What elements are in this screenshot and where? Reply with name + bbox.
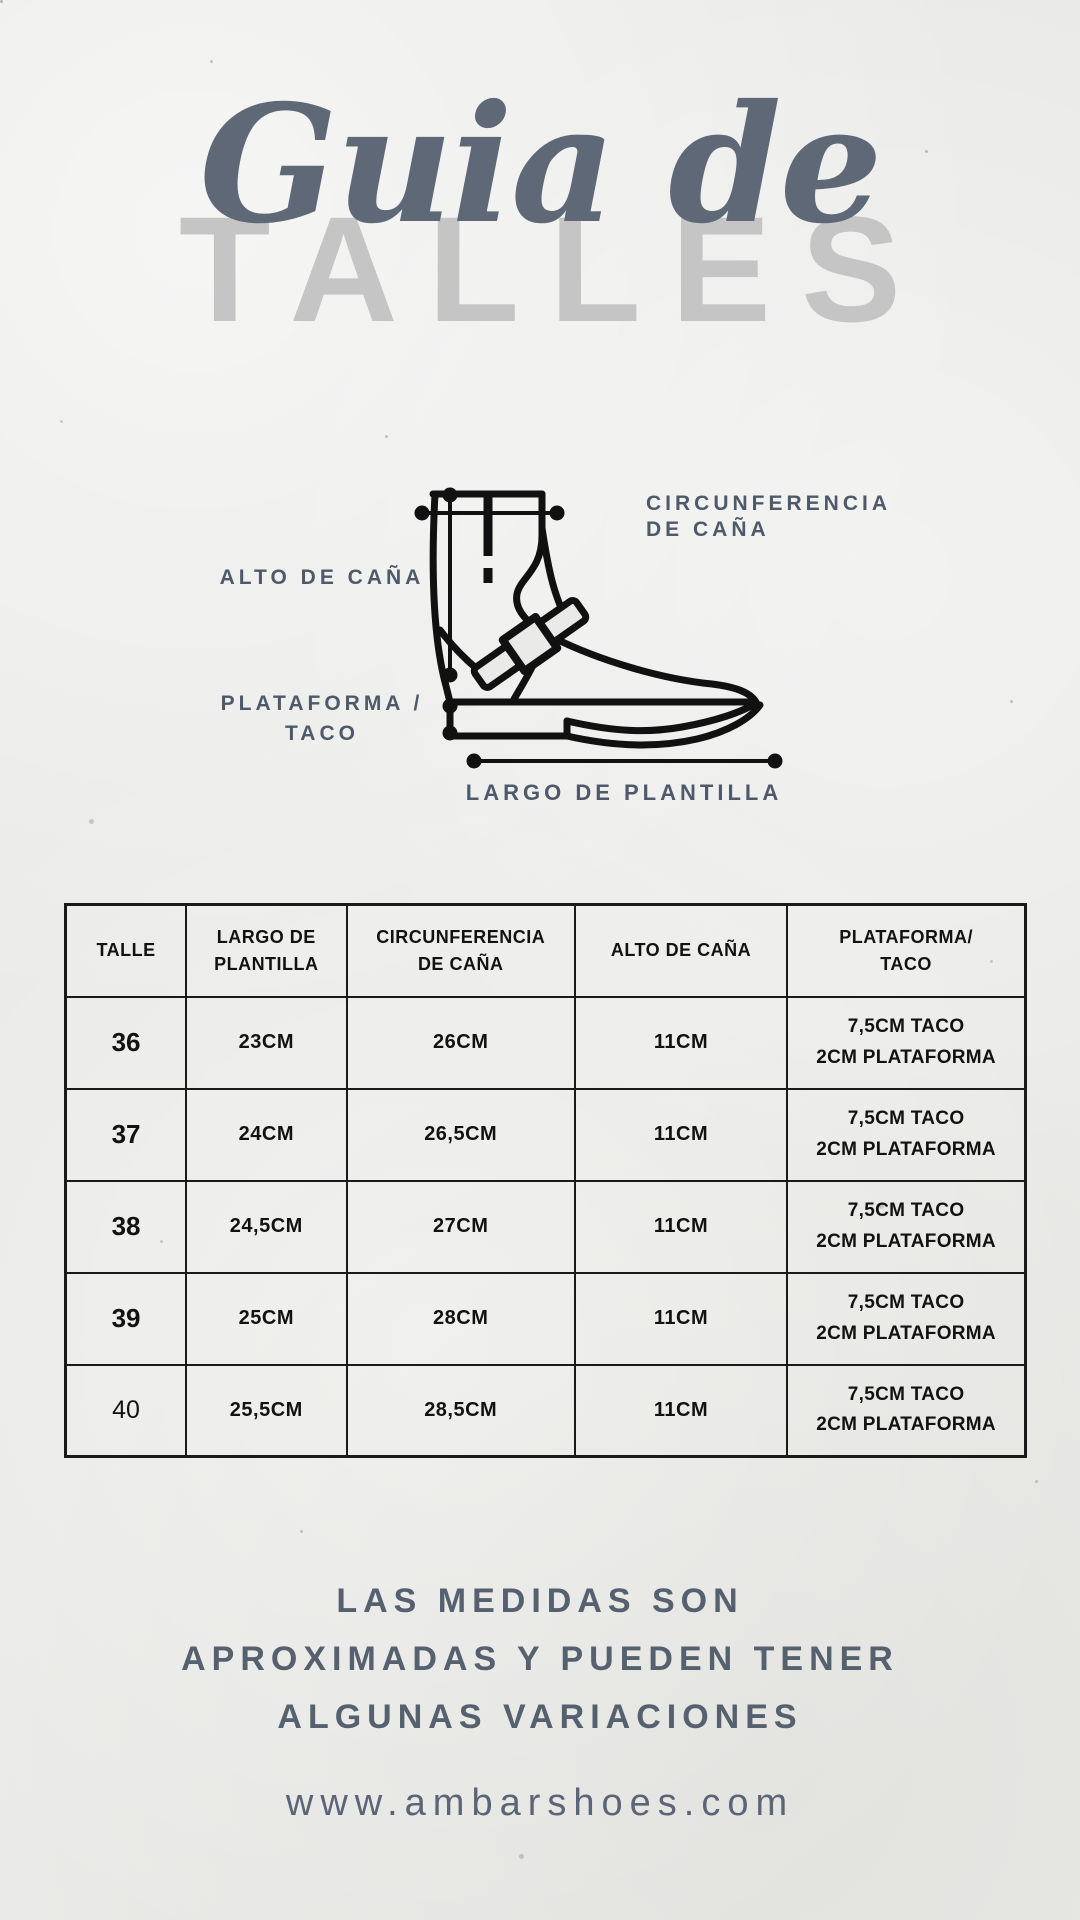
cell-platform: 7,5CM TACO 2CM PLATAFORMA xyxy=(786,1087,1027,1182)
disclaimer-text: LAS MEDIDAS SON APROXIMADAS Y PUEDEN TEN… xyxy=(181,1582,899,1736)
cell-size: 40 xyxy=(64,1363,188,1458)
cell-insole: 25,5CM xyxy=(185,1363,348,1458)
cell-circumference: 28,5CM xyxy=(345,1363,576,1458)
boot-measurement-diagram: CIRCUNFERENCIA DE CAÑA ALTO DE CAÑA PLAT… xyxy=(220,487,891,805)
website-url: www.ambarshoes.com xyxy=(285,1782,795,1824)
table-row: 39 25CM 28CM 11CM 7,5CM TACO 2CM PLATAFO… xyxy=(64,1271,1027,1366)
table-row: 38 24,5CM 27CM 11CM 7,5CM TACO 2CM PLATA… xyxy=(64,1179,1027,1274)
paper-texture xyxy=(0,0,3,3)
table-row: 40 25,5CM 28,5CM 11CM 7,5CM TACO 2CM PLA… xyxy=(64,1363,1027,1458)
circumference-label-line2: DE CAÑA xyxy=(646,518,770,541)
cell-platform: 7,5CM TACO 2CM PLATAFORMA xyxy=(786,1271,1027,1366)
cell-circumference: 26,5CM xyxy=(345,1087,576,1182)
cell-size: 36 xyxy=(64,995,188,1090)
size-table: TALLE LARGO DE PLANTILLA CIRCUNFERENCIA … xyxy=(64,903,1027,1458)
cell-size: 39 xyxy=(64,1271,188,1366)
cell-size: 37 xyxy=(64,1087,188,1182)
shaft-height-measure-line xyxy=(442,487,458,683)
platform-label-line1: PLATAFORMA / xyxy=(221,692,424,715)
platform-label-line2: TACO xyxy=(285,722,359,745)
cell-circumference: 27CM xyxy=(345,1179,576,1274)
cell-insole: 24,5CM xyxy=(185,1179,348,1274)
page-title: TALLES xyxy=(178,185,932,353)
cell-platform: 7,5CM TACO 2CM PLATAFORMA xyxy=(786,995,1027,1090)
circumference-measure-line xyxy=(414,505,565,521)
boot-icon xyxy=(429,490,764,749)
column-header-talle: TALLE xyxy=(64,903,188,998)
circumference-label-line1: CIRCUNFERENCIA xyxy=(646,492,891,515)
cell-platform: 7,5CM TACO 2CM PLATAFORMA xyxy=(786,1179,1027,1274)
column-header-largo: LARGO DE PLANTILLA xyxy=(185,903,348,998)
boot-strap-buckle xyxy=(470,597,590,691)
table-row: 37 24CM 26,5CM 11CM 7,5CM TACO 2CM PLATA… xyxy=(64,1087,1027,1182)
cell-shaft: 11CM xyxy=(573,1087,789,1182)
column-header-plataforma: PLATAFORMA/ TACO xyxy=(786,903,1027,998)
column-header-alto: ALTO DE CAÑA xyxy=(573,903,789,998)
shaft-height-label: ALTO DE CAÑA xyxy=(220,566,425,589)
cell-shaft: 11CM xyxy=(573,1271,789,1366)
platform-measure-line xyxy=(442,698,458,741)
cell-platform: 7,5CM TACO 2CM PLATAFORMA xyxy=(786,1363,1027,1458)
cell-shaft: 11CM xyxy=(573,1179,789,1274)
table-row: 36 23CM 26CM 11CM 7,5CM TACO 2CM PLATAFO… xyxy=(64,995,1027,1090)
cell-insole: 24CM xyxy=(185,1087,348,1182)
insole-length-label: LARGO DE PLANTILLA xyxy=(466,780,782,805)
cell-circumference: 28CM xyxy=(345,1271,576,1366)
cell-shaft: 11CM xyxy=(573,1363,789,1458)
column-header-circunferencia: CIRCUNFERENCIA DE CAÑA xyxy=(345,903,576,998)
title-script: Guia de xyxy=(199,70,882,260)
cell-insole: 23CM xyxy=(185,995,348,1090)
cell-shaft: 11CM xyxy=(573,995,789,1090)
cell-circumference: 26CM xyxy=(345,995,576,1090)
table-header-row: TALLE LARGO DE PLANTILLA CIRCUNFERENCIA … xyxy=(64,903,1027,998)
insole-length-measure-line xyxy=(466,753,783,769)
cell-insole: 25CM xyxy=(185,1271,348,1366)
cell-size: 38 xyxy=(64,1179,188,1274)
